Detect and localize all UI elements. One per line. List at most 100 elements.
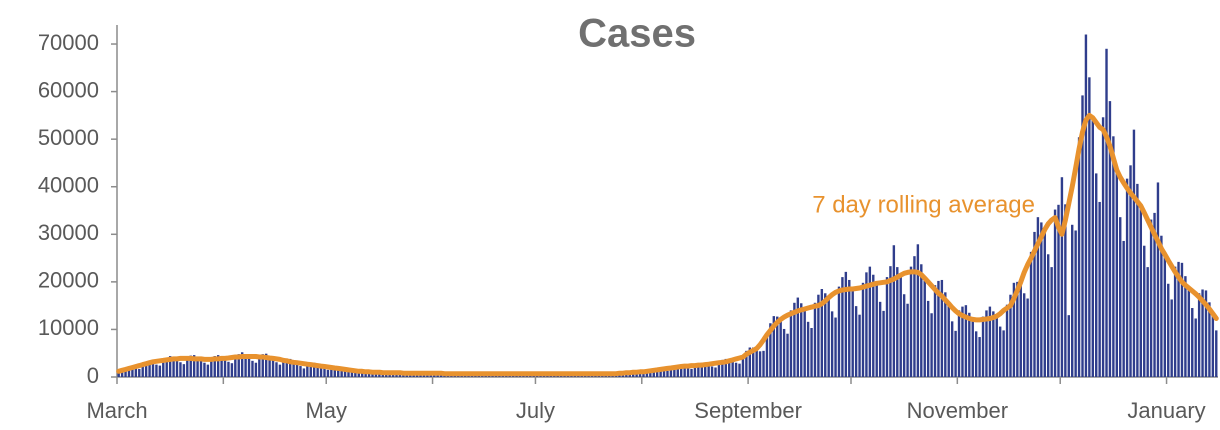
bar [1009,294,1012,377]
bar [216,355,220,377]
bar [782,328,786,377]
bar [1033,231,1036,377]
bar [961,306,964,377]
bar [769,323,772,377]
bar [220,356,223,377]
bar [923,278,926,377]
bar [707,364,710,377]
bar [254,362,258,377]
bar [1160,235,1163,377]
bar [1084,34,1088,377]
bar [721,359,724,377]
bar [138,368,141,377]
bar [724,358,727,377]
bar [995,316,998,377]
bar [704,363,707,377]
bar [1005,304,1009,377]
bar [796,297,800,377]
line-annotation: 7 day rolling average [812,191,1035,218]
bar [758,351,762,377]
bar [1149,219,1153,377]
bar [872,274,875,377]
bar [916,244,920,377]
bar [313,362,316,377]
bar [1071,224,1074,377]
bar [985,310,988,377]
bar [662,370,666,377]
bar [1022,293,1026,377]
bar [988,306,992,377]
bar [868,266,872,377]
bar [268,356,271,377]
bar [902,294,906,377]
bar [817,294,820,377]
x-tick-label: May [305,398,347,423]
bar [789,310,793,377]
bar [175,358,179,377]
bar [738,363,741,377]
bar [285,358,288,377]
bar [885,277,889,377]
bar [1153,212,1156,377]
bar [745,350,748,377]
bar [210,358,213,377]
bar [793,302,796,377]
bar [206,364,210,377]
bar [1132,129,1136,377]
bar [247,356,251,377]
bar [1098,201,1101,377]
bar [117,370,120,377]
bar [776,316,779,377]
bar [728,359,731,377]
bar [837,286,841,377]
bar [189,355,192,377]
x-tick-label: July [516,398,555,423]
bar [974,331,978,377]
bar [655,368,659,377]
bar [734,362,738,377]
bar [395,373,398,377]
bar [192,355,196,377]
bar [926,300,930,377]
bar [1101,117,1105,378]
bar [203,362,206,377]
bar [244,354,247,377]
bar [1060,177,1064,377]
bar [861,282,865,377]
bar [316,364,319,377]
bar [271,357,275,377]
bar [1197,293,1201,377]
bar [1136,183,1139,377]
bar [765,332,769,377]
bar [1029,251,1033,377]
bar [957,310,961,377]
bar [302,368,306,377]
bar [875,283,878,377]
bar [786,333,789,377]
bar [896,267,899,377]
bar [1125,178,1129,377]
bar [223,358,227,377]
bar [1208,302,1211,377]
x-tick-label: September [694,398,802,423]
bar [937,280,940,377]
bar [659,369,662,377]
bar [1187,288,1191,377]
bar [213,356,216,377]
bar [844,271,848,377]
bar [295,362,299,377]
bar [618,374,621,377]
bar [1026,298,1029,377]
y-tick-label: 50000 [38,125,99,150]
bar [172,357,175,377]
x-tick-label: November [907,398,1008,423]
bar [741,356,745,377]
bar [981,316,985,377]
bar [141,364,144,377]
bar [697,363,700,377]
bar [347,370,350,377]
bar [258,356,261,377]
bar [148,361,151,377]
bar [714,367,717,377]
bar [710,366,714,377]
